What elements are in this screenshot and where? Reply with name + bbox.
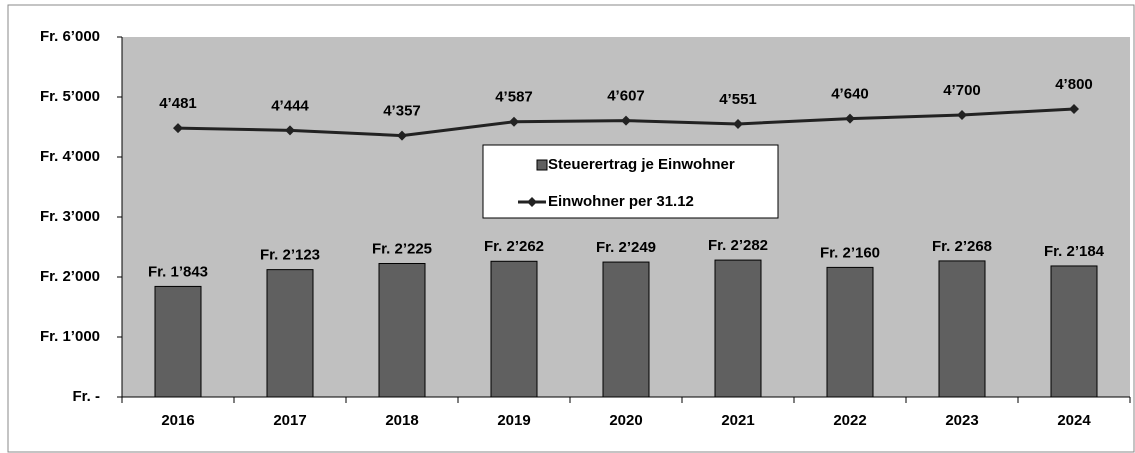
x-tick-label: 2020 bbox=[609, 412, 642, 429]
bar-value-label: Fr. 2’160 bbox=[820, 244, 880, 261]
line-marker bbox=[397, 130, 407, 141]
bar bbox=[154, 285, 202, 398]
line-value-label: 4’700 bbox=[943, 82, 981, 99]
line-marker bbox=[957, 110, 967, 120]
bar-value-label: Fr. 2’268 bbox=[932, 238, 992, 255]
x-tick-label: 2021 bbox=[721, 412, 754, 429]
bar-value-label: Fr. 2’262 bbox=[484, 238, 544, 255]
x-tick-label: 2016 bbox=[161, 412, 194, 429]
legend-swatch bbox=[536, 159, 548, 171]
line-marker bbox=[1069, 104, 1079, 114]
line-marker bbox=[845, 113, 855, 124]
x-tick-label: 2018 bbox=[385, 412, 418, 429]
line-value-label: 4’444 bbox=[271, 97, 309, 114]
line-marker bbox=[173, 123, 183, 134]
y-tick-label: Fr. 4’000 bbox=[40, 148, 100, 165]
x-tick-label: 2017 bbox=[273, 412, 306, 429]
legend-label: Einwohner per 31.12 bbox=[548, 193, 694, 210]
bar-value-label: Fr. 1’843 bbox=[148, 263, 208, 280]
bar-value-label: Fr. 2’184 bbox=[1044, 243, 1105, 260]
x-tick-label: 2022 bbox=[833, 412, 866, 429]
x-tick-label: 2023 bbox=[945, 412, 978, 429]
y-tick-label: Fr. - bbox=[72, 388, 100, 405]
bar-value-label: Fr. 2’249 bbox=[596, 239, 656, 256]
line-value-label: 4’800 bbox=[1055, 76, 1093, 93]
bar bbox=[938, 260, 986, 398]
bar-value-label: Fr. 2’282 bbox=[708, 237, 768, 254]
bar-value-label: Fr. 2’225 bbox=[372, 240, 432, 257]
line-marker bbox=[509, 116, 519, 127]
bar bbox=[826, 266, 874, 398]
bar bbox=[1050, 265, 1098, 398]
line-value-label: 4’607 bbox=[607, 88, 645, 105]
y-tick-label: Fr. 3’000 bbox=[40, 208, 100, 225]
line-marker bbox=[285, 125, 295, 136]
bar-value-label: Fr. 2’123 bbox=[260, 247, 320, 264]
line-value-label: 4’640 bbox=[831, 86, 869, 103]
line-marker bbox=[621, 115, 631, 126]
line-value-label: 4’357 bbox=[383, 103, 421, 120]
x-tick-label: 2019 bbox=[497, 412, 530, 429]
bar bbox=[378, 263, 426, 398]
x-tick-label: 2024 bbox=[1057, 412, 1091, 429]
y-tick-label: Fr. 2’000 bbox=[40, 268, 100, 285]
line-value-label: 4’587 bbox=[495, 89, 533, 106]
y-tick-label: Fr. 1’000 bbox=[40, 328, 100, 345]
legend-label: Steuerertrag je Einwohner bbox=[548, 156, 735, 173]
legend-marker bbox=[527, 197, 537, 207]
bar bbox=[714, 259, 762, 398]
bar bbox=[602, 261, 650, 398]
line-value-label: 4’551 bbox=[719, 91, 757, 108]
y-tick-label: Fr. 6’000 bbox=[40, 28, 100, 45]
bar bbox=[266, 269, 314, 398]
bar bbox=[490, 260, 538, 398]
line-marker bbox=[733, 118, 743, 129]
line-value-label: 4’481 bbox=[159, 95, 197, 112]
y-tick-label: Fr. 5’000 bbox=[40, 88, 100, 105]
